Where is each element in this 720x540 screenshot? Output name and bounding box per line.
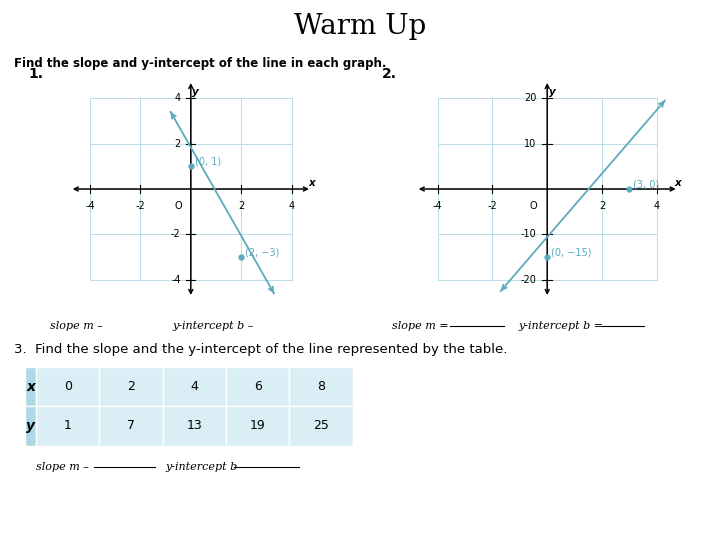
Text: 3.  Find the slope and the y-intercept of the line represented by the table.: 3. Find the slope and the y-intercept of… [14,343,508,356]
Text: 2: 2 [238,201,244,212]
Text: y: y [549,87,556,97]
Text: y-intercept b =: y-intercept b = [518,321,603,332]
Text: -20: -20 [521,275,536,285]
Text: slope m =: slope m = [392,321,449,332]
Text: x: x [675,178,681,188]
Text: -4: -4 [85,201,95,212]
Text: -2: -2 [171,230,181,239]
Text: O: O [530,201,538,212]
Text: -10: -10 [521,230,536,239]
Text: (3, 0): (3, 0) [634,179,660,190]
Text: 2: 2 [599,201,605,212]
Text: 4: 4 [289,201,294,212]
Text: 4: 4 [654,201,660,212]
Text: 20: 20 [524,93,536,103]
Text: slope m –: slope m – [36,462,89,472]
Text: Find the slope and y-intercept of the line in each graph.: Find the slope and y-intercept of the li… [14,57,387,70]
Text: y-intercept b –: y-intercept b – [166,462,247,472]
Text: -2: -2 [135,201,145,212]
Text: y: y [192,87,199,97]
Text: -2: -2 [487,201,498,212]
Text: (0, 1): (0, 1) [194,157,221,167]
Text: 2: 2 [174,139,181,148]
Text: y-intercept b –: y-intercept b – [173,321,254,332]
Text: Warm Up: Warm Up [294,14,426,40]
Text: 1.: 1. [29,68,44,82]
Text: x: x [308,178,315,188]
Text: O: O [174,201,182,212]
Text: (0, −15): (0, −15) [552,247,592,258]
Text: -4: -4 [171,275,181,285]
Text: -4: -4 [433,201,443,212]
Text: 2.: 2. [382,68,397,82]
Text: 4: 4 [174,93,181,103]
Text: slope m –: slope m – [50,321,103,332]
Text: 10: 10 [524,139,536,148]
Text: (2, −3): (2, −3) [245,247,279,258]
